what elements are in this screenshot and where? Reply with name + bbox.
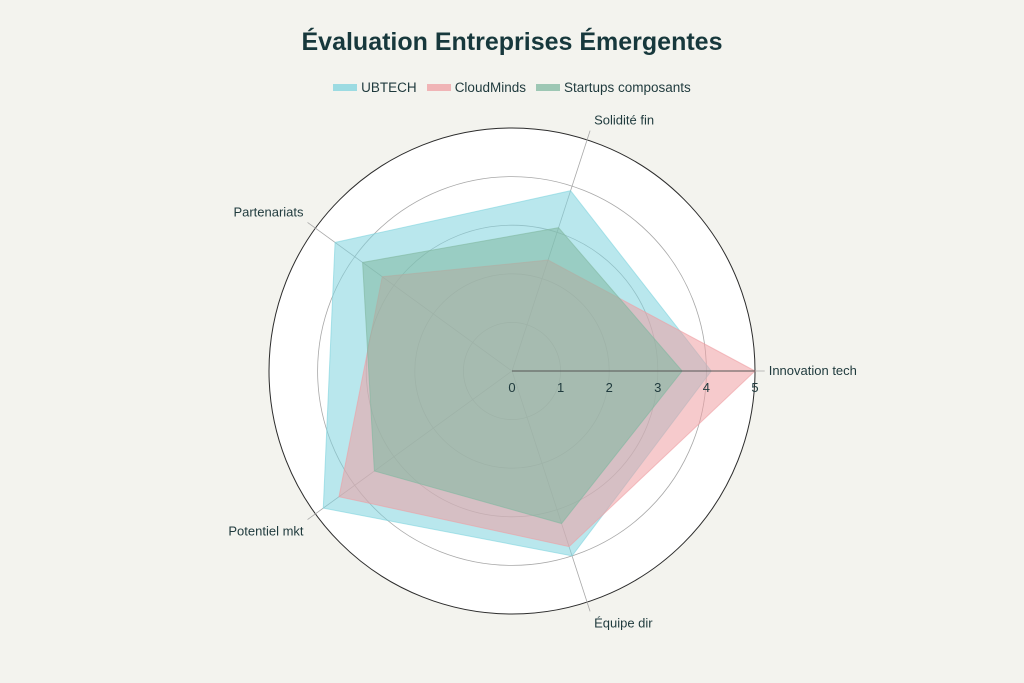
radar-series-areas <box>322 190 756 557</box>
radar-axis-label-4: Équipe dir <box>594 615 653 630</box>
legend-item-startups[interactable]: Startups composants <box>535 80 691 95</box>
radar-axis-label-2: Partenariats <box>233 204 304 219</box>
radar-axis-label-0: Innovation tech <box>769 363 857 378</box>
legend-swatch-startups <box>535 84 560 91</box>
legend-label-ubtech: UBTECH <box>361 80 417 95</box>
legend-label-startups: Startups composants <box>563 80 691 95</box>
radar-tick-label-4: 4 <box>703 380 710 395</box>
legend-swatch-ubtech <box>333 84 358 91</box>
legend-item-cloudminds[interactable]: CloudMinds <box>426 80 526 95</box>
radar-tick-label-2: 2 <box>606 380 613 395</box>
radar-tick-labels: 0 1 2 3 4 5 <box>508 370 759 395</box>
radar-tick-label-3: 3 <box>654 380 661 395</box>
radar-axis-label-3: Potentiel mkt <box>228 524 304 539</box>
legend-item-ubtech[interactable]: UBTECH <box>333 80 417 95</box>
radar-axis-labels: Innovation tech Solidité fin Partenariats P… <box>228 113 857 631</box>
chart-title: Évaluation Entreprises Émergentes <box>301 28 723 56</box>
radar-tick-label-5: 5 <box>751 380 758 395</box>
radar-tick-label-1: 1 <box>557 380 564 395</box>
radar-series-area-2[interactable] <box>362 227 683 525</box>
legend: UBTECH CloudMinds Startups composants <box>0 80 1024 95</box>
radar-axis-label-1: Solidité fin <box>594 113 654 128</box>
legend-swatch-cloudminds <box>426 84 451 91</box>
legend-label-cloudminds: CloudMinds <box>454 80 526 95</box>
radar-tick-label-0: 0 <box>508 380 515 395</box>
